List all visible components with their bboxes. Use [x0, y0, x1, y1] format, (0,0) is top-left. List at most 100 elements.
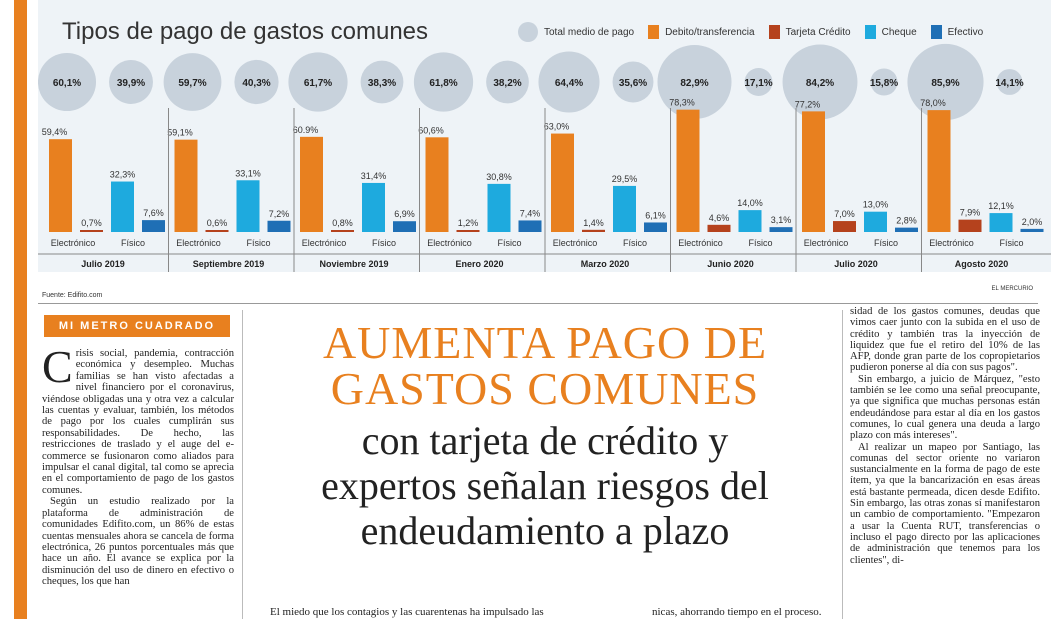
total-physical-bubble: [870, 68, 898, 96]
bar-physical: [111, 181, 134, 232]
bar-value-label: 0,8%: [332, 218, 353, 228]
group-label-physical: Físico: [497, 238, 521, 248]
bar-electronic: [425, 137, 449, 232]
bar-value-label: 4,6%: [709, 213, 730, 223]
chart-credit: EL MERCURIO: [991, 286, 1033, 292]
paragraph: Sin embargo, a juicio de Márquez, "esto …: [850, 373, 1040, 442]
total-electronic-bubble: [38, 52, 97, 112]
chart-plot: 60,1% 39,9% 59,4% 0,7% 32,3% 7,6% Electrónico F…: [38, 43, 1051, 272]
group-label-physical: Físico: [748, 238, 772, 248]
chart-legend: Total medio de pago Debito/transferencia…: [518, 22, 997, 42]
bar-electronic: [300, 136, 323, 232]
bar-electronic: [927, 110, 951, 232]
group-label-electronic: Electrónico: [51, 238, 96, 248]
divider: [38, 303, 1038, 304]
legend-label: Tarjeta Crédito: [785, 26, 851, 38]
group-label-physical: Físico: [372, 238, 396, 248]
total-electronic-bubble: [657, 44, 732, 120]
legend-swatch-icon: [864, 25, 876, 39]
period-label: Enero 2020: [455, 259, 503, 269]
bar-value-label: 6,1%: [645, 210, 666, 220]
bar-physical: [487, 183, 511, 232]
legend-swatch-icon: [768, 25, 780, 39]
total-physical-label: 40,3%: [242, 78, 270, 89]
total-physical-bubble: [996, 69, 1023, 95]
bar-physical: [769, 227, 793, 232]
total-electronic-label: 61,7%: [304, 78, 332, 89]
total-physical-bubble: [360, 60, 404, 104]
bar-physical: [518, 220, 542, 232]
bar-electronic: [331, 230, 354, 232]
bar-electronic: [174, 139, 198, 232]
total-electronic-bubble: [782, 44, 858, 120]
period-label: Julio 2020: [834, 259, 878, 269]
group-label-physical: Físico: [874, 238, 898, 248]
total-electronic-label: 84,2%: [806, 78, 834, 89]
bar-value-label: 12,1%: [988, 201, 1014, 211]
bar-electronic: [707, 224, 731, 232]
bar-electronic: [49, 139, 72, 232]
total-electronic-label: 61,8%: [429, 78, 457, 89]
bar-physical: [895, 227, 918, 232]
bar-physical: [613, 185, 636, 232]
total-electronic-label: 85,9%: [931, 78, 959, 89]
payment-types-chart: Tipos de pago de gastos comunes Total me…: [38, 0, 1051, 272]
group-label-electronic: Electrónico: [804, 238, 849, 248]
group-label-physical: Físico: [623, 238, 647, 248]
bar-value-label: 78,3%: [669, 98, 695, 108]
total-electronic-bubble: [163, 53, 222, 111]
total-electronic-label: 59,7%: [178, 78, 206, 89]
group-label-physical: Físico: [999, 238, 1023, 248]
bar-physical: [989, 213, 1013, 232]
article-text-fragment: El miedo que los contagios y las cuarent…: [270, 606, 544, 618]
period-label: Septiembre 2019: [193, 259, 265, 269]
group-label-physical: Físico: [246, 238, 270, 248]
total-electronic-bubble: [413, 52, 474, 112]
bar-value-label: 7,4%: [520, 208, 541, 218]
headline-line: endeudamiento a plazo: [360, 508, 730, 553]
legend-item-efectivo: Efectivo: [930, 25, 984, 39]
bar-value-label: 14,0%: [737, 198, 763, 208]
period-label: Julio 2019: [81, 259, 125, 269]
headline-line: expertos señalan riesgos del: [321, 463, 769, 508]
bar-electronic: [551, 133, 574, 232]
total-physical-label: 15,8%: [870, 78, 898, 89]
bar-value-label: 60.9%: [293, 125, 319, 135]
bar-value-label: 7,6%: [143, 208, 164, 218]
group-label-physical: Físico: [121, 238, 145, 248]
bar-electronic: [456, 230, 480, 232]
bar-value-label: 60,6%: [418, 125, 444, 135]
paragraph: sidad de los gastos comunes, deudas que …: [850, 306, 1040, 374]
period-label: Agosto 2020: [955, 259, 1009, 269]
group-label-electronic: Electrónico: [678, 238, 723, 248]
legend-item-tarjeta: Tarjeta Crédito: [768, 25, 851, 39]
bar-value-label: 7,9%: [960, 208, 981, 218]
chart-source: Fuente: Edifito.com: [42, 292, 103, 299]
bar-electronic: [80, 230, 103, 232]
paragraph-text: risis social, pandemia, contracción econ…: [42, 348, 234, 496]
legend-label: Debito/transferencia: [665, 26, 755, 38]
bar-value-label: 59,4%: [42, 127, 68, 137]
legend-circle-icon: [518, 22, 538, 42]
article-text-fragment: nicas, ahorrando tiempo en el proceso.: [652, 606, 822, 618]
bar-electronic: [676, 109, 700, 232]
dropcap: C: [42, 341, 73, 392]
legend-label: Efectivo: [947, 26, 984, 38]
bar-value-label: 78,0%: [920, 98, 946, 108]
total-physical-bubble: [612, 61, 654, 103]
bar-physical: [236, 180, 260, 232]
column-divider: [242, 310, 243, 619]
bar-value-label: 7,2%: [269, 209, 290, 219]
headline-line: con tarjeta de crédito y: [361, 418, 729, 463]
total-electronic-label: 60,1%: [53, 78, 81, 89]
legend-item-cheque: Cheque: [864, 25, 917, 39]
total-physical-label: 38,2%: [493, 78, 521, 89]
bar-value-label: 13,0%: [863, 200, 889, 210]
bar-physical: [1020, 228, 1044, 232]
bar-value-label: 2,0%: [1022, 217, 1043, 227]
paragraph: Según un estudio realizado por la plataf…: [42, 496, 234, 588]
total-physical-label: 39,9%: [117, 78, 145, 89]
bar-value-label: 0,6%: [207, 218, 228, 228]
bar-electronic: [802, 111, 825, 232]
